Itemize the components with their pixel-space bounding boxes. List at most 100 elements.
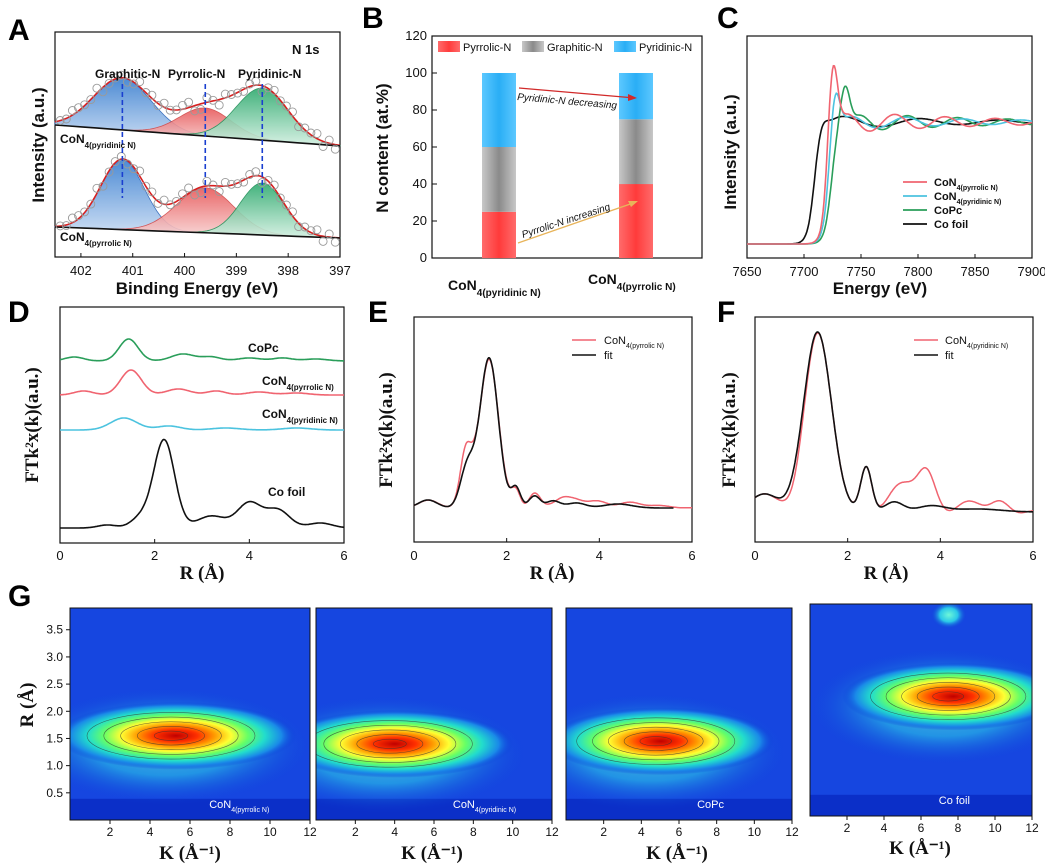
x-tick-label: 4 <box>937 548 944 563</box>
xps-data-point <box>184 183 194 193</box>
legend-swatch-pyridinic <box>614 41 636 52</box>
wavelet-contour <box>870 672 1027 721</box>
panel-b: B 0 20 40 60 80 100 120 N content (at.%) Pyrro… <box>362 2 703 299</box>
panel-b-category-2: CoN4(pyrrolic N) <box>588 271 676 293</box>
xps-data-point <box>129 164 139 174</box>
x-tick-label: 397 <box>329 263 351 278</box>
panel-f-xlabel: R (Å) <box>864 563 909 584</box>
xps-background <box>54 124 341 147</box>
xps-data-point <box>184 97 194 107</box>
panel-a-sample-top: CoN4(pyridinic N) <box>60 132 136 150</box>
x-tick-label: 2 <box>844 821 851 835</box>
xps-data-point <box>122 77 132 87</box>
y-tick-label: 3.0 <box>46 650 63 664</box>
x-tick-label: 4 <box>147 825 154 839</box>
wavelet-xticks: 2 4 6 8 10 12 <box>107 820 317 839</box>
x-tick-label: 0 <box>751 548 758 563</box>
panel-e-legend-data: CoN4(pyrrolic N) <box>604 335 664 350</box>
xps-data-point <box>104 78 114 88</box>
legend-pyridinic: Pyridinic-N <box>639 42 692 54</box>
y-tick-label: 3.5 <box>46 623 63 637</box>
xps-data-point <box>61 114 71 124</box>
wavelet-map-1: CoN4(pyrrolic N) 2 4 6 8 10 12 <box>69 607 317 839</box>
legend-swatch-graphitic <box>522 41 544 52</box>
xps-data-point <box>110 157 120 167</box>
xps-data-point <box>98 87 108 97</box>
x-tick-label: 12 <box>545 825 559 839</box>
xps-data-point <box>312 225 322 235</box>
xps-data-point <box>306 128 316 138</box>
panel-letter-a: A <box>8 14 30 47</box>
xps-data-point <box>141 181 151 191</box>
xps-data-point <box>67 106 77 115</box>
x-tick-label: 2 <box>503 548 510 563</box>
y-tick-label: 40 <box>413 176 427 191</box>
xps-data-point <box>288 107 297 117</box>
xanes-copc <box>747 85 1032 245</box>
y-tick-label: 100 <box>405 65 427 80</box>
x-tick-label: 6 <box>688 548 695 563</box>
xps-data-point <box>74 103 83 113</box>
xps-data-point <box>226 90 236 99</box>
xps-data-point <box>98 181 108 191</box>
peak-label-pyridinic: Pyridinic-N <box>238 67 301 81</box>
panel-e-legend-fit: fit <box>604 350 613 362</box>
x-tick-label: 4 <box>596 548 603 563</box>
bar-graphitic-1 <box>482 147 516 212</box>
ft-pyrrolic-data <box>413 358 692 509</box>
wavelet-xticks: 2 4 6 8 10 12 <box>352 820 559 839</box>
xps-data-point <box>233 179 242 189</box>
panel-e-xticks: 0 2 4 6 <box>410 538 696 563</box>
x-tick-label: 10 <box>988 821 1002 835</box>
legend-swatch-pyrrolic <box>438 41 460 52</box>
x-tick-label: 7850 <box>961 264 990 279</box>
bar-pyrrolic-2 <box>619 184 653 258</box>
xps-data-point <box>55 221 65 231</box>
panel-d-label-pyridinic: CoN4(pyridinic N) <box>262 407 338 425</box>
wavelet-content <box>566 608 792 820</box>
xps-data-point <box>275 96 285 106</box>
panel-a-plot <box>54 70 341 247</box>
wavelet-low-band <box>70 798 310 820</box>
wavelet-contour <box>316 720 473 768</box>
bar-pyridinic-2 <box>619 73 653 120</box>
xps-data-point <box>104 167 114 177</box>
xps-data-point <box>178 100 187 110</box>
panel-f-frame <box>754 316 1034 543</box>
ft-pyridinic <box>60 417 344 431</box>
y-tick-label: 1.0 <box>46 759 63 773</box>
panel-c-xticks: 7650 7700 7750 7800 7850 7900 <box>733 254 1045 279</box>
xps-data-point <box>92 83 102 93</box>
wavelet-contour <box>576 717 736 765</box>
bar-graphitic-2 <box>619 119 653 185</box>
panel-a-xticks: 402 401 400 399 398 397 <box>70 253 351 278</box>
x-tick-label: 6 <box>431 825 438 839</box>
panel-b-plot <box>482 73 653 259</box>
xps-data-point <box>226 179 236 189</box>
wavelet-maximum <box>842 662 1032 731</box>
legend-graphitic: Graphitic-N <box>547 42 603 54</box>
wavelet-contour <box>103 716 239 755</box>
xps-data-point <box>86 95 96 105</box>
panel-f-xticks: 0 2 4 6 <box>751 538 1037 563</box>
xps-data-point <box>288 207 297 217</box>
wavelet-label: CoN4(pyrrolic N) <box>209 799 269 814</box>
xps-data-point <box>257 178 267 188</box>
wavelet-contour <box>916 686 980 707</box>
x-tick-label: 2 <box>107 825 114 839</box>
xps-data-point <box>239 86 249 96</box>
arrow-decreasing-head <box>628 94 637 101</box>
xps-data-point <box>165 105 175 115</box>
wavelet-content <box>810 604 1032 816</box>
x-tick-label: 8 <box>713 825 720 839</box>
panel-letter-e: E <box>368 296 388 329</box>
x-tick-label: 4 <box>391 825 398 839</box>
x-tick-label: 7750 <box>847 264 876 279</box>
xps-data-point <box>251 167 261 177</box>
ft-co-foil <box>60 438 345 529</box>
panel-g-yticks: 0.5 1.0 1.5 2.0 2.5 3.0 3.5 <box>46 623 70 800</box>
panel-e: E CoN4(pyrrolic N) fit 0 2 4 6 R (Å) FTk²x(… <box>368 296 696 584</box>
panel-a: A N 1s Graphitic-N Pyrrolic-N Pyridinic-… <box>8 14 351 298</box>
wavelet-contour <box>153 730 189 741</box>
xps-data-point <box>135 77 145 87</box>
